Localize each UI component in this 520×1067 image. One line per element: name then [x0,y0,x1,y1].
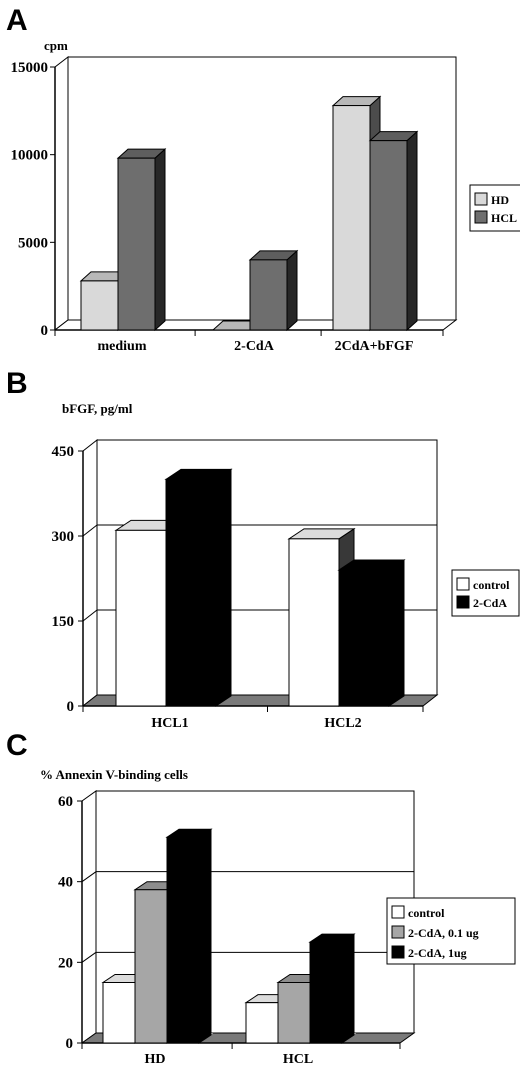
bar-side [198,828,212,1044]
x-tick-label: HCL [283,1052,313,1067]
bar-hcl2-2-cda [337,559,406,707]
legend: control 2-CdA [451,569,520,617]
y-tick-label: 40 [58,875,73,891]
bar-front [134,889,168,1044]
y-tick-label: 10000 [11,148,49,164]
bar-front [117,157,156,331]
x-tick-label: 2-CdA [234,339,275,354]
bar-front [80,280,119,331]
y-axis-label: bFGF, pg/ml [62,401,133,416]
bar-front [309,941,343,1044]
panel-letter: A [6,4,28,37]
left-wall [82,438,98,708]
x-tick-label: HCL1 [151,716,188,731]
left-wall [81,790,97,1044]
y-tick-label: 0 [66,1036,74,1052]
legend-box [386,897,516,965]
bar-side [154,148,166,332]
bar-front [288,538,340,707]
bar-medium-hcl [116,148,167,332]
bar-side [341,933,355,1044]
gridline [82,524,98,537]
bar-front [165,478,217,707]
legend-swatch [456,595,470,609]
bar-side [215,468,232,707]
bar-side [406,130,418,332]
panel-letter: C [6,729,28,762]
y-axis-label: cpm [44,38,68,53]
bar-front [115,529,167,707]
legend-swatch [391,925,405,939]
bar-front [332,105,371,331]
chart-panel-c: C % Annexin V-binding cells 0 20 40 60 HD HCL co… [6,729,516,1067]
x-tick-label: HD [145,1052,166,1067]
bar-hcl-2-cda-1ug [308,933,356,1044]
y-tick-label: 0 [67,699,75,715]
y-tick-label: 300 [52,529,75,545]
y-tick-label: 60 [58,794,73,810]
bar-hd-2-cda-1ug [165,828,213,1044]
y-tick-label: 450 [52,444,75,460]
y-tick-label: 150 [52,614,75,630]
legend-swatch [474,210,488,224]
bar-side [388,559,405,707]
bar-side [286,249,298,332]
legend-entry: 2-CdA, 0.1 ug [408,926,479,940]
bar-front [166,836,200,1044]
bar-2cda-bfgf-hcl [368,130,419,332]
gridline [81,951,97,963]
legend-entry: 2-CdA, 1ug [408,946,467,960]
bar-hcl1-2-cda [164,468,233,707]
legend-entry: control [473,578,510,592]
y-tick-label: 15000 [11,60,49,76]
legend-swatch [391,905,405,919]
legend-entry: HD [491,193,509,207]
y-tick-label: 5000 [18,235,48,251]
legend: HD HCL [469,184,520,232]
x-tick-label: 2CdA+bFGF [335,339,414,354]
legend-swatch [391,945,405,959]
bar-2-cda-hcl [248,249,299,332]
left-wall [54,55,69,332]
legend-entry: 2-CdA [473,596,507,610]
panel-letter: B [6,367,28,400]
legend-entry: control [408,906,445,920]
bar-front [338,569,390,707]
y-tick-label: 20 [58,955,73,971]
y-axis-label: % Annexin V-binding cells [40,767,188,782]
bar-front [249,259,288,331]
y-tick-label: 0 [41,323,49,339]
x-tick-label: medium [98,339,147,354]
legend-swatch [474,192,488,206]
bar-front [102,982,136,1044]
legend: control 2-CdA, 0.1 ug 2-CdA, 1ug [386,897,516,965]
x-tick-label: HCL2 [324,716,361,731]
legend-entry: HCL [491,211,517,225]
bar-front [277,982,311,1044]
gridline [81,871,97,883]
legend-swatch [456,577,470,591]
bar-front [245,1002,279,1044]
bar-front [369,140,408,331]
gridline [82,609,98,622]
